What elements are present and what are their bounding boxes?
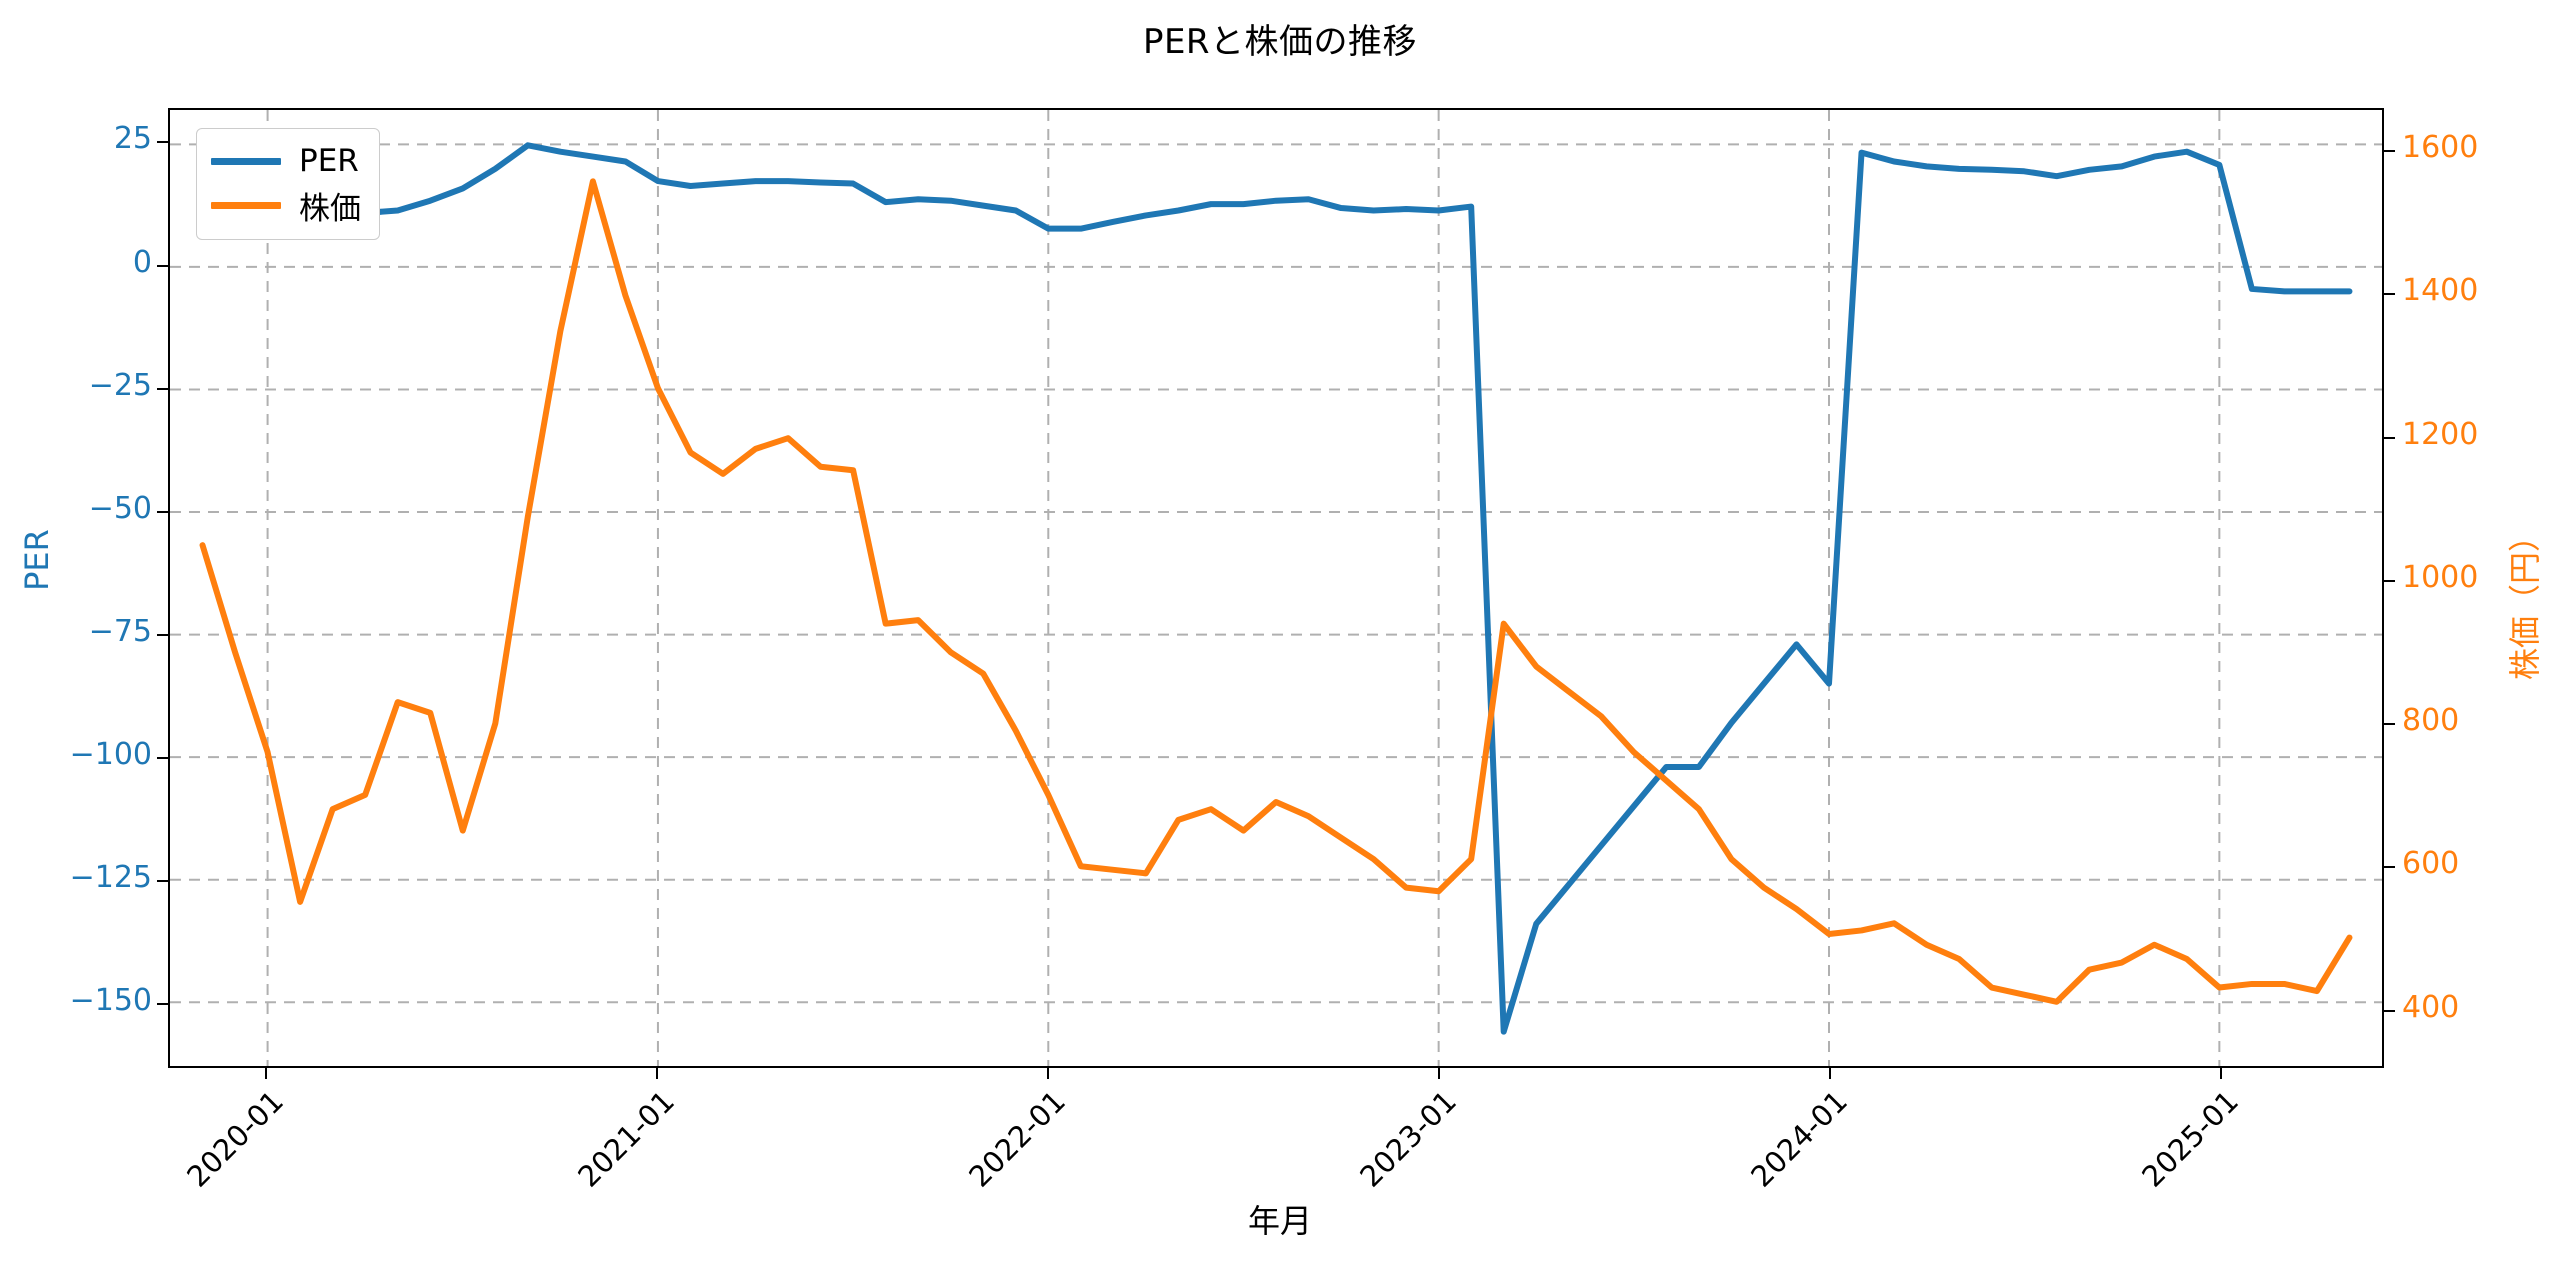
right-axis-tick-label: 1000 <box>2402 559 2479 595</box>
tick-mark <box>157 264 168 267</box>
left-axis-tick-label: −150 <box>69 983 152 1018</box>
tick-mark <box>157 510 168 513</box>
left-axis-tick-label: 25 <box>113 121 152 157</box>
left-axis-tick-label: −75 <box>88 613 152 649</box>
tick-mark <box>655 1068 658 1079</box>
chart-title: PERと株価の推移 <box>1142 22 1418 62</box>
legend-item[interactable]: PER <box>211 139 361 183</box>
grid-lines <box>170 110 2382 1066</box>
tick-mark <box>157 141 168 144</box>
right-axis-tick-label: 600 <box>2402 846 2460 882</box>
tick-mark <box>157 756 168 759</box>
series-lines <box>203 145 2350 1031</box>
tick-mark <box>157 1003 168 1005</box>
right-axis-tick-label: 1400 <box>2402 273 2479 309</box>
tick-mark <box>157 633 168 636</box>
right-axis-tick-label: 800 <box>2402 703 2460 739</box>
left-axis-tick-label: −100 <box>69 736 152 772</box>
series-line-per <box>203 145 2350 1031</box>
left-axis-tick-label: −125 <box>69 859 152 895</box>
legend-swatch-kabuka <box>211 201 281 209</box>
right-axis-title: 株価（円） <box>2506 519 2544 681</box>
plot-area <box>168 108 2384 1068</box>
left-axis-tick-label: −25 <box>88 367 152 403</box>
legend-label-kabuka: 株価 <box>299 190 361 227</box>
x-axis-title: 年月 <box>1247 1202 1312 1240</box>
plot-svg <box>170 110 2382 1066</box>
tick-mark <box>2384 579 2395 582</box>
tick-mark <box>157 879 168 882</box>
legend-label-per: PER <box>299 143 359 179</box>
tick-mark <box>2384 866 2395 869</box>
left-axis-tick-label: −50 <box>88 490 152 526</box>
tick-mark <box>2384 149 2395 152</box>
chart-legend: PER 株価 <box>196 128 380 240</box>
right-axis-tick-label: 1600 <box>2402 129 2479 165</box>
right-axis-tick-label: 400 <box>2402 989 2460 1025</box>
tick-mark <box>2384 1009 2395 1012</box>
left-axis-title: PER <box>18 529 56 591</box>
right-axis-tick-label: 1200 <box>2402 416 2479 452</box>
tick-mark <box>1829 1068 1831 1079</box>
tick-mark <box>2384 723 2395 726</box>
left-axis-tick-label: 0 <box>132 244 152 280</box>
tick-mark <box>1046 1068 1049 1079</box>
tick-mark <box>2220 1068 2223 1079</box>
legend-item[interactable]: 株価 <box>211 183 361 227</box>
series-line-kabuka <box>203 181 2350 1001</box>
tick-mark <box>1437 1068 1440 1079</box>
tick-mark <box>157 387 168 390</box>
tick-mark <box>2384 293 2395 296</box>
tick-mark <box>264 1068 267 1079</box>
tick-mark <box>2384 436 2395 439</box>
legend-swatch-per <box>211 157 281 165</box>
